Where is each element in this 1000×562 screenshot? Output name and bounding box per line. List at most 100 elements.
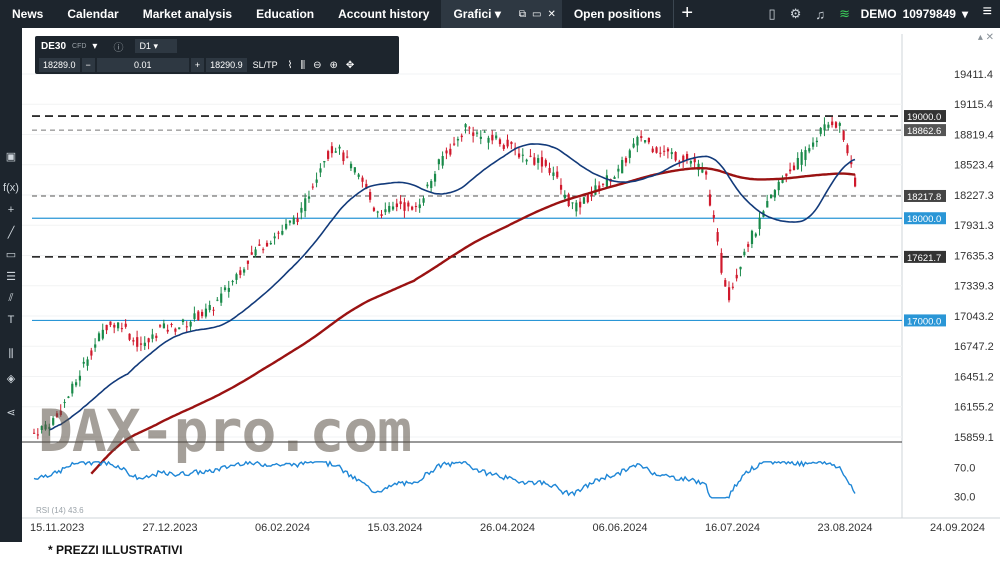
close-icon[interactable]: ✕	[547, 8, 556, 20]
price-axis-label: 18819.4	[954, 129, 994, 141]
candle-body	[105, 324, 108, 331]
tab-grafici[interactable]: Grafici ▾	[441, 0, 513, 28]
candle-body	[296, 218, 299, 223]
candle-body	[552, 172, 555, 176]
indicator-fx-icon[interactable]: f(x)	[3, 182, 19, 194]
tab-calendar[interactable]: Calendar	[67, 7, 119, 21]
info-icon[interactable]: ⓘ	[113, 42, 124, 54]
price-level-tag	[904, 124, 946, 137]
candle-body	[193, 313, 196, 319]
window-icon[interactable]: ▭	[531, 8, 542, 20]
measure-icon[interactable]: ⫼	[8, 348, 14, 360]
chevron-down-icon[interactable]: ▾	[92, 40, 98, 52]
close-chart-icon[interactable]: ▴ ✕	[977, 32, 994, 43]
candle-body	[189, 321, 192, 327]
candle-body	[101, 329, 104, 339]
candle-body	[307, 196, 311, 199]
hamburger-menu-icon[interactable]: ≡	[982, 3, 992, 20]
zoom-out-icon[interactable]: ⊖	[313, 59, 322, 71]
candle-body	[773, 190, 777, 198]
rectangle-tool-icon[interactable]: ▭	[5, 249, 17, 261]
text-tool-icon[interactable]: T	[7, 314, 15, 326]
candle-body	[685, 153, 689, 160]
line-tool-icon[interactable]: ╱	[7, 227, 15, 239]
bell-icon[interactable]: ♫	[815, 6, 826, 22]
candle-body	[67, 396, 70, 398]
candle-body	[235, 274, 238, 280]
candle-body	[701, 169, 704, 173]
candle-body	[758, 217, 761, 230]
price-level-label: 18000.0	[907, 214, 941, 225]
candle-body	[376, 211, 379, 213]
candle-body	[82, 361, 85, 364]
candle-body	[846, 145, 849, 154]
zoom-in-icon[interactable]: ⊕	[329, 59, 338, 71]
price-level-tag	[904, 314, 946, 327]
tab-account-history[interactable]: Account history	[338, 7, 430, 21]
bid-price[interactable]: 18289.0	[39, 58, 80, 72]
timeframe-select[interactable]: D1 ▾	[135, 39, 178, 53]
candle-body	[735, 274, 738, 279]
popout-icon[interactable]: ⧉	[518, 8, 526, 20]
candle-body	[769, 194, 773, 199]
fibonacci-icon[interactable]: ☰	[6, 271, 16, 283]
candle-body	[750, 230, 754, 244]
add-tab-button[interactable]: +	[673, 0, 700, 28]
tab-market-analysis[interactable]: Market analysis	[142, 7, 233, 21]
candle-body	[319, 168, 322, 173]
candle-body	[285, 223, 288, 229]
chart-area[interactable]: 19411.4 19115.4 18819.4 18523.4 18227.3 17931…	[22, 28, 1000, 542]
instrument-symbol[interactable]: DE30	[41, 40, 67, 52]
candle-body	[250, 252, 253, 255]
candle-body	[185, 326, 188, 328]
sltp-button[interactable]: SL/TP	[252, 60, 278, 70]
candle-body	[727, 287, 731, 301]
line-chart-icon[interactable]: ⌇	[287, 59, 293, 71]
volume-input[interactable]: 0.01	[96, 58, 189, 72]
candle-body	[220, 293, 223, 303]
share-icon[interactable]: ⋖	[6, 407, 16, 419]
ask-price[interactable]: 18290.9	[206, 58, 247, 72]
decrease-volume-button[interactable]: −	[81, 58, 95, 72]
crosshair-icon[interactable]: +	[7, 204, 15, 216]
candle-body	[827, 124, 830, 128]
candle-body	[621, 160, 624, 174]
bar-chart-icon[interactable]: ⫼	[300, 59, 306, 71]
move-icon[interactable]: ✥	[345, 59, 355, 71]
instrument-type: CFD	[72, 42, 87, 50]
candle-body	[632, 143, 635, 148]
tab-open-positions[interactable]: Open positions	[573, 7, 662, 21]
price-axis-label: 17635.3	[954, 250, 994, 262]
price-level-label: 19000.0	[907, 112, 941, 123]
candle-body	[33, 432, 36, 434]
candle-body	[243, 269, 246, 273]
candle-body	[55, 413, 59, 417]
candle-body	[208, 305, 211, 311]
candle-body	[75, 382, 78, 386]
candle-body	[491, 134, 494, 141]
price-axis-label: 19115.4	[954, 99, 993, 111]
increase-volume-button[interactable]: +	[190, 58, 205, 72]
candle-body	[766, 201, 769, 208]
tab-education[interactable]: Education	[256, 7, 315, 21]
candle-body	[479, 136, 482, 139]
candle-body	[854, 177, 857, 187]
candle-body	[590, 192, 593, 196]
price-chart[interactable]: 19411.4 19115.4 18819.4 18523.4 18227.3 17931…	[22, 28, 1000, 542]
chart-type-icon[interactable]: ▣	[5, 151, 17, 163]
channel-tool-icon[interactable]: ⫽	[8, 292, 14, 304]
candle-body	[598, 185, 601, 191]
chart-background	[22, 28, 1000, 542]
candle-body	[529, 155, 532, 157]
layers-icon[interactable]: ◈	[6, 373, 16, 385]
candle-body	[731, 286, 735, 288]
network-icon[interactable]: ⚙	[789, 6, 802, 21]
candle-body	[216, 299, 219, 301]
candle-body	[342, 152, 345, 162]
price-axis-label: 17339.3	[954, 281, 994, 293]
candle-body	[254, 249, 257, 256]
layout-icon[interactable]: ▯	[768, 6, 776, 21]
account-selector[interactable]: DEMO 10979849 ▾	[861, 4, 968, 24]
candle-body	[800, 152, 803, 165]
tab-news[interactable]: News	[12, 7, 44, 21]
